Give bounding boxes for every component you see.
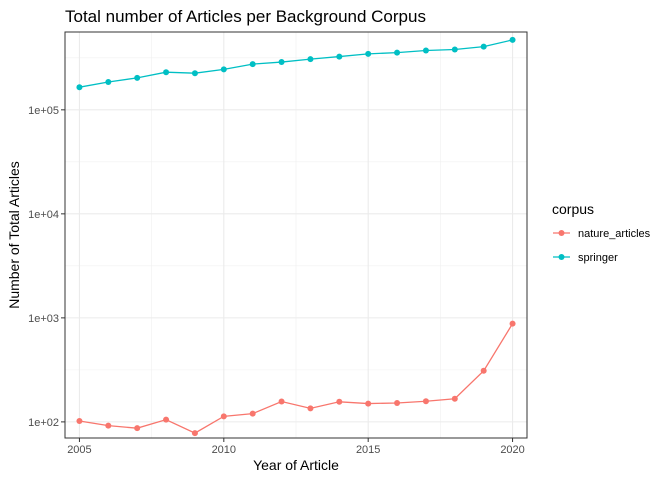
minor-gridlines: [65, 32, 527, 438]
data-point-nature_articles: [509, 320, 516, 327]
data-point-nature_articles: [249, 410, 256, 417]
x-axis-label: Year of Article: [253, 457, 339, 473]
plot-border: [64, 31, 528, 439]
x-tick-label: 2020: [500, 444, 524, 456]
x-axis: 2005 2010 2015 2020: [67, 438, 525, 456]
x-tick-label: 2015: [356, 444, 380, 456]
data-point-nature_articles: [451, 395, 458, 402]
data-point-springer: [76, 84, 83, 91]
series-line-nature_articles: [79, 323, 514, 434]
legend-label-nature_articles: nature_articles: [578, 228, 651, 240]
data-point-nature_articles: [307, 405, 314, 412]
data-point-springer: [365, 50, 372, 57]
legend: corpus nature_articles springer: [552, 201, 651, 264]
y-axis-label: Number of Total Articles: [6, 161, 22, 309]
data-point-nature_articles: [163, 416, 170, 423]
data-point-springer: [422, 47, 429, 54]
data-point-springer: [249, 61, 256, 68]
data-point-nature_articles: [105, 422, 112, 429]
y-tick-label: 1e+03: [28, 313, 59, 325]
y-tick-label: 1e+04: [28, 209, 59, 221]
data-point-nature_articles: [191, 430, 198, 437]
data-point-springer: [451, 46, 458, 53]
y-tick-label: 1e+02: [28, 417, 59, 429]
data-point-nature_articles: [394, 399, 401, 406]
data-point-nature_articles: [220, 413, 227, 420]
y-axis: 1e+02 1e+03 1e+04 1e+05: [28, 105, 65, 429]
data-point-springer: [336, 53, 343, 60]
legend-label-springer: springer: [578, 252, 618, 264]
x-tick-label: 2010: [212, 444, 236, 456]
x-tick-label: 2005: [67, 444, 91, 456]
data-point-springer: [134, 74, 141, 81]
data-point-nature_articles: [134, 425, 141, 432]
series-layer: [76, 36, 516, 437]
data-point-springer: [191, 70, 198, 77]
legend-key-point: [558, 230, 565, 236]
data-point-nature_articles: [365, 400, 372, 407]
data-point-nature_articles: [336, 398, 343, 405]
data-point-nature_articles: [480, 367, 487, 374]
y-tick-label: 1e+05: [28, 105, 59, 117]
data-point-springer: [105, 79, 112, 86]
data-point-springer: [509, 36, 516, 43]
series-line-springer: [79, 39, 513, 88]
data-point-nature_articles: [278, 398, 285, 405]
data-point-springer: [480, 43, 487, 50]
data-point-nature_articles: [76, 417, 83, 424]
data-point-springer: [394, 49, 401, 56]
data-point-springer: [307, 56, 314, 63]
data-point-springer: [278, 59, 285, 66]
data-point-springer: [220, 66, 227, 73]
data-point-nature_articles: [422, 398, 429, 405]
legend-title: corpus: [552, 201, 594, 217]
data-point-springer: [163, 69, 170, 76]
legend-key-point: [558, 254, 565, 260]
major-gridlines: [65, 32, 527, 438]
chart-title: Total number of Articles per Background …: [65, 7, 426, 26]
